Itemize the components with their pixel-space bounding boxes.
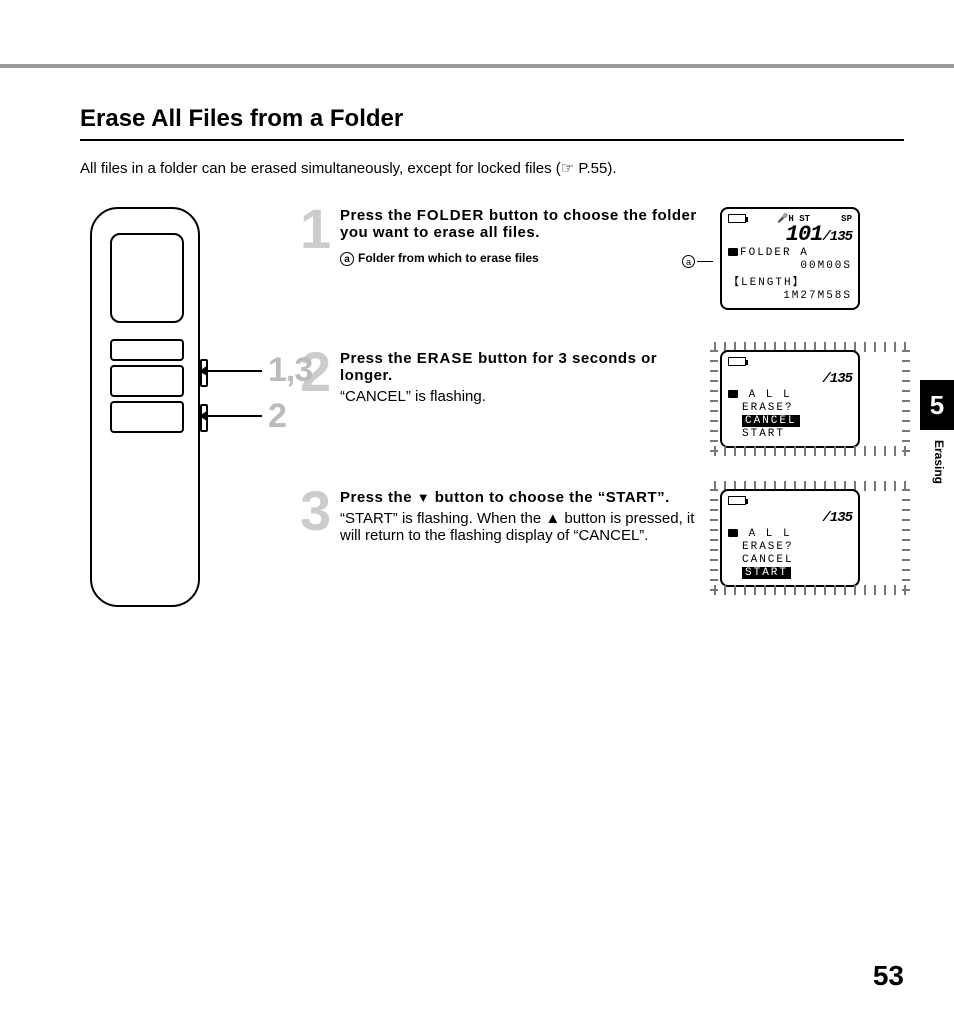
lcd3-seg: /135 xyxy=(728,505,852,527)
battery-icon xyxy=(728,496,746,505)
lcd2-l4: START xyxy=(728,428,852,440)
step3-post: button to choose the “START”. xyxy=(430,489,670,506)
lcd3-l3: CANCEL xyxy=(728,554,852,566)
lcd2-topline xyxy=(728,357,852,366)
lcd1-annot-letter: a xyxy=(682,255,695,268)
lcd-screen-3: /135 A L L ERASE? CANCEL START xyxy=(720,489,860,587)
annot-letter-icon: a xyxy=(340,252,354,266)
step3-pre: Press the xyxy=(340,489,417,506)
intro-text: All files in a folder can be erased simu… xyxy=(80,159,904,177)
lcd2-l1: A L L xyxy=(728,389,852,401)
folder-icon xyxy=(728,529,738,537)
folder-icon xyxy=(728,390,738,398)
step-text-2: Press the ERASE button for 3 seconds or … xyxy=(340,350,710,445)
lcd-col-2: /135 A L L ERASE? CANCEL START xyxy=(720,350,900,478)
lcd2-l2: ERASE? xyxy=(728,402,852,414)
lcd2-total: /135 xyxy=(822,371,852,387)
step1-head: Press the FOLDER button to choose the fo… xyxy=(340,207,710,241)
lcd1-seg: 101/135 xyxy=(728,224,852,246)
step2-btn: ERASE xyxy=(417,350,474,367)
step2-pre: Press the xyxy=(340,350,417,367)
lcd-col-1: a 🎤H ST SP 101/135 FOLDER A 00M00S 【LENG… xyxy=(720,207,900,340)
folder-icon xyxy=(728,248,738,256)
chapter-tab: 5 xyxy=(920,380,954,430)
callout-label-bot: 2 xyxy=(268,397,286,436)
lcd2-l3: CANCEL xyxy=(742,415,800,427)
lcd-screen-1: 🎤H ST SP 101/135 FOLDER A 00M00S 【LENGTH… xyxy=(720,207,860,310)
lcd1-folder: FOLDER A xyxy=(728,247,852,259)
flash-marks-icon xyxy=(710,485,718,591)
section-title: Erase All Files from a Folder xyxy=(80,105,904,141)
lcd1-current: 101 xyxy=(786,222,823,247)
step-num-1: 1 xyxy=(300,207,330,252)
lcd1-annot-line xyxy=(697,261,713,262)
lcd1-annot: a xyxy=(682,255,715,268)
intro-post: ). xyxy=(607,160,616,177)
step1-btn: FOLDER xyxy=(417,207,485,224)
down-triangle-icon: ▼ xyxy=(417,490,430,505)
step2-head: Press the ERASE button for 3 seconds or … xyxy=(340,350,710,384)
step1-annot: a Folder from which to erase files xyxy=(340,251,710,266)
lcd3-topline xyxy=(728,496,852,505)
lcd3-l1: A L L xyxy=(728,528,852,540)
step2-sub: “CANCEL” is flashing. xyxy=(340,388,710,405)
step1-pre: Press the xyxy=(340,207,417,224)
step-text-3: Press the ▼ button to choose the “START”… xyxy=(340,489,710,584)
lcd-col-3: /135 A L L ERASE? CANCEL START xyxy=(720,489,900,617)
device-illustration: 1,3 2 xyxy=(80,207,290,627)
step3-sub: “START” is flashing. When the ▲ button i… xyxy=(340,510,710,544)
device-btn-top xyxy=(110,339,184,361)
lcd3-l2: ERASE? xyxy=(728,541,852,553)
lcd3-total: /135 xyxy=(822,510,852,526)
callout-arrow-1 xyxy=(202,370,262,372)
flash-marks-icon xyxy=(710,346,718,452)
lcd2-seg: /135 xyxy=(728,366,852,388)
step-num-3: 3 xyxy=(300,489,330,534)
flash-marks-icon xyxy=(902,346,910,452)
step1-annot-text: Folder from which to erase files xyxy=(358,251,539,265)
battery-icon xyxy=(728,357,746,366)
lcd1-total: /135 xyxy=(822,229,852,245)
device-screen xyxy=(110,233,184,323)
device-btn-bot xyxy=(110,401,184,433)
step3-head: Press the ▼ button to choose the “START”… xyxy=(340,489,710,506)
lcd1-mode: SP xyxy=(841,214,852,224)
step-text-1: Press the FOLDER button to choose the fo… xyxy=(340,207,710,306)
callout-label-top: 1,3 xyxy=(268,351,312,390)
battery-icon xyxy=(728,214,746,223)
device-btn-mid xyxy=(110,365,184,397)
lcd1-folder-text: FOLDER A xyxy=(740,247,809,259)
page: Erase All Files from a Folder All files … xyxy=(0,0,954,1022)
intro-ref: P.55 xyxy=(578,160,607,177)
flash-marks-icon xyxy=(902,485,910,591)
lcd-screen-2: /135 A L L ERASE? CANCEL START xyxy=(720,350,860,448)
lcd1-length-label: 【LENGTH】 xyxy=(728,273,852,289)
callout-arrow-2 xyxy=(202,415,262,417)
lcd1-length-val: 1M27M58S xyxy=(728,290,852,302)
content-grid: 1,3 2 1 Press the FOLDER button to choos… xyxy=(80,207,904,627)
device-body xyxy=(90,207,200,607)
side-label: Erasing xyxy=(932,440,946,484)
page-number: 53 xyxy=(873,960,904,992)
lcd3-l4: START xyxy=(742,567,791,579)
lcd1-time: 00M00S xyxy=(728,260,852,272)
intro-pre: All files in a folder can be erased simu… xyxy=(80,160,578,177)
